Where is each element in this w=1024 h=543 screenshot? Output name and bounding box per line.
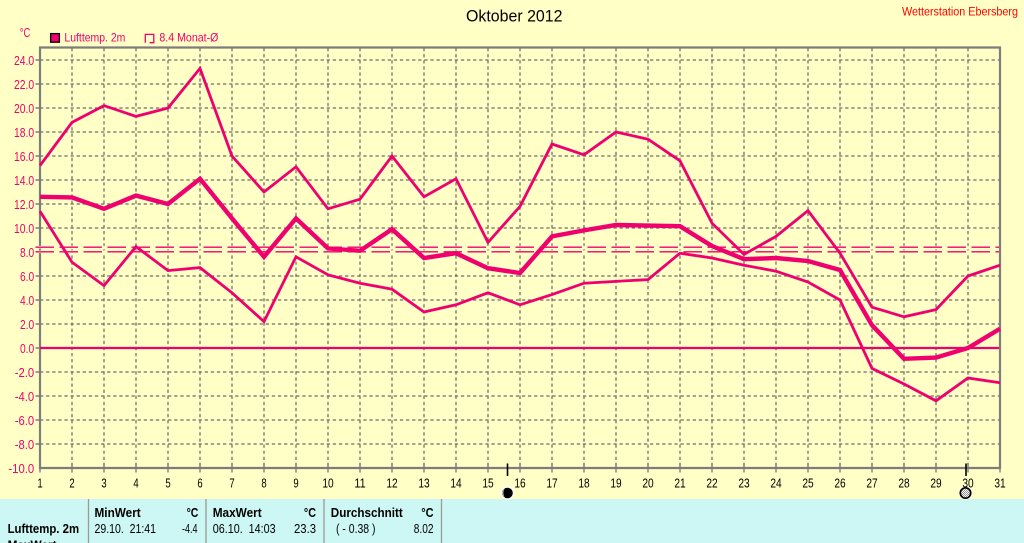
- svg-text:28: 28: [898, 476, 909, 491]
- svg-text:14: 14: [450, 476, 461, 491]
- svg-text:15: 15: [482, 476, 493, 491]
- svg-text:-6.0: -6.0: [15, 413, 34, 428]
- svg-text:31: 31: [994, 476, 1005, 491]
- svg-text:-10.0: -10.0: [8, 461, 34, 476]
- svg-text:23.3: 23.3: [294, 521, 316, 536]
- svg-text:13: 13: [418, 476, 429, 491]
- svg-text:10: 10: [322, 476, 333, 491]
- svg-text:24.0: 24.0: [14, 53, 34, 68]
- svg-text:22.0: 22.0: [14, 77, 34, 92]
- svg-text:24: 24: [770, 476, 781, 491]
- svg-text:20.0: 20.0: [14, 101, 34, 116]
- svg-text:26: 26: [834, 476, 845, 491]
- svg-text:-2.0: -2.0: [15, 365, 34, 380]
- svg-text:30: 30: [962, 476, 973, 491]
- svg-text:29: 29: [930, 476, 941, 491]
- svg-text:0.0: 0.0: [20, 341, 34, 356]
- svg-text:Wetterstation Ebersberg: Wetterstation Ebersberg: [902, 5, 1018, 19]
- svg-text:12.0: 12.0: [14, 197, 34, 212]
- svg-text:-4.0: -4.0: [15, 389, 34, 404]
- svg-text:Lufttemp. 2m: Lufttemp. 2m: [64, 31, 125, 45]
- svg-text:16.0: 16.0: [14, 149, 34, 164]
- svg-text:06.10. 14:03: 06.10. 14:03: [213, 521, 276, 536]
- svg-text:25: 25: [802, 476, 813, 491]
- svg-text:18: 18: [578, 476, 589, 491]
- svg-text:1: 1: [37, 476, 42, 491]
- svg-text:27: 27: [866, 476, 877, 491]
- svg-text:6.0: 6.0: [20, 269, 34, 284]
- svg-text:MinWert: MinWert: [95, 505, 142, 520]
- svg-text:°C: °C: [187, 505, 199, 520]
- svg-text:21: 21: [674, 476, 685, 491]
- svg-text:Oktober 2012: Oktober 2012: [466, 6, 563, 25]
- svg-text:-8.0: -8.0: [15, 437, 34, 452]
- svg-text:2.0: 2.0: [20, 317, 34, 332]
- svg-text:10.0: 10.0: [14, 221, 34, 236]
- svg-text:9: 9: [293, 476, 298, 491]
- svg-text:7: 7: [229, 476, 234, 491]
- svg-text:22: 22: [706, 476, 717, 491]
- svg-text:19: 19: [610, 476, 621, 491]
- svg-text:8: 8: [261, 476, 266, 491]
- svg-text:17: 17: [546, 476, 557, 491]
- svg-text:20: 20: [642, 476, 653, 491]
- svg-text:-4.4: -4.4: [182, 521, 198, 536]
- svg-text:8.0: 8.0: [20, 245, 34, 260]
- svg-text:°C: °C: [421, 505, 433, 520]
- svg-text:6: 6: [197, 476, 202, 491]
- svg-text:°C: °C: [20, 25, 31, 40]
- svg-text:8.02: 8.02: [414, 521, 434, 536]
- svg-text:16: 16: [514, 476, 525, 491]
- svg-text:4: 4: [133, 476, 138, 491]
- svg-text:Lufttemp. 2m: Lufttemp. 2m: [8, 521, 80, 536]
- svg-text:23: 23: [738, 476, 749, 491]
- svg-text:( - 0.38 ): ( - 0.38 ): [336, 521, 376, 536]
- svg-text:18.0: 18.0: [14, 125, 34, 140]
- svg-text:14.0: 14.0: [14, 173, 34, 188]
- svg-text:5: 5: [165, 476, 170, 491]
- svg-text:2: 2: [69, 476, 74, 491]
- svg-text:°C: °C: [304, 505, 316, 520]
- svg-text:8.4 Monat-Ø: 8.4 Monat-Ø: [159, 31, 218, 45]
- svg-text:MaxWert: MaxWert: [213, 505, 263, 520]
- svg-text:MaxWert: MaxWert: [8, 537, 58, 543]
- svg-text:Durchschnitt: Durchschnitt: [331, 505, 404, 520]
- svg-text:3: 3: [101, 476, 106, 491]
- svg-text:4.0: 4.0: [20, 293, 34, 308]
- svg-text:29.10. 21:41: 29.10. 21:41: [95, 521, 157, 536]
- svg-text:12: 12: [386, 476, 397, 491]
- svg-text:11: 11: [354, 476, 365, 491]
